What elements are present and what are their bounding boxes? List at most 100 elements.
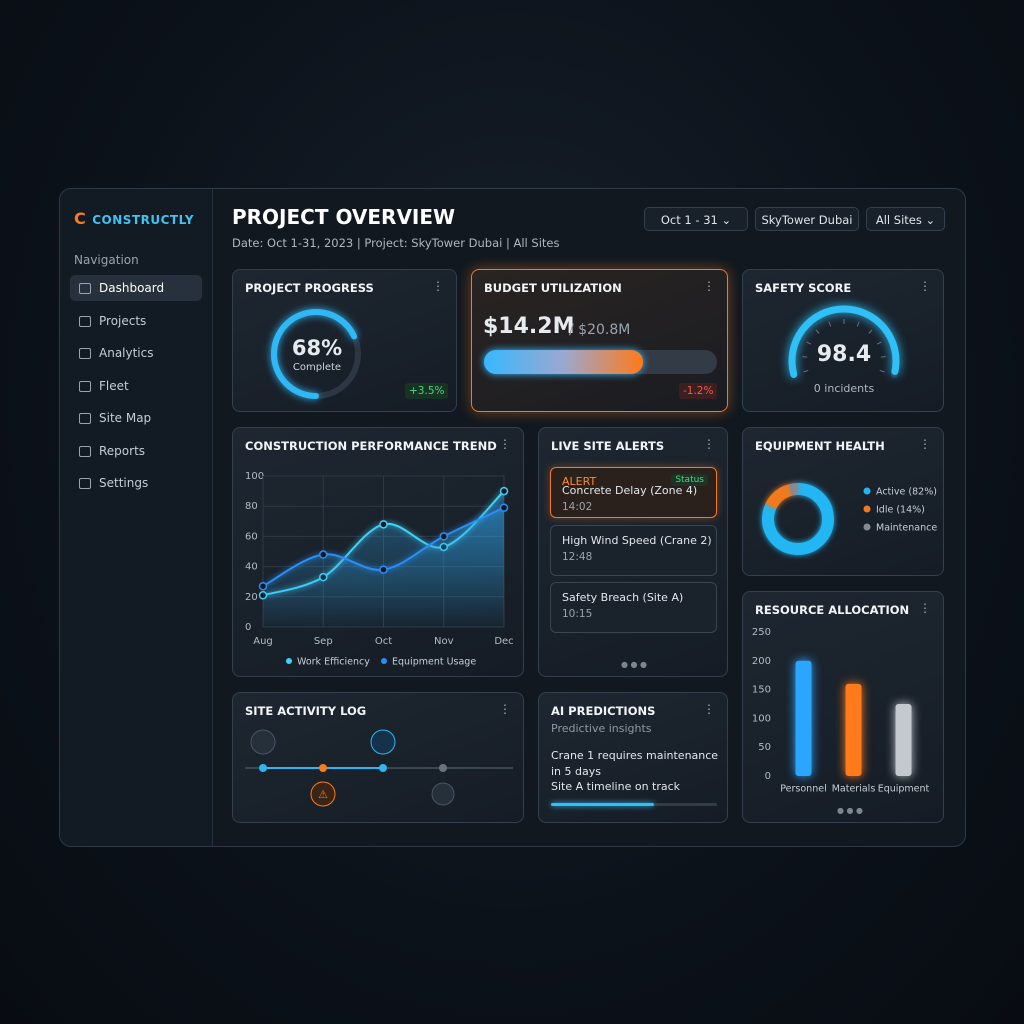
alert-item[interactable]: Safety Breach (Site A) 10:15 [550, 582, 717, 633]
point [499, 503, 509, 512]
y-tick-label: 100 [245, 471, 264, 482]
y-tick-label: 0 [765, 771, 771, 782]
nav-heading: Navigation [74, 253, 139, 267]
predictions-card: AI PREDICTIONS ⋮ Predictive insights Cran… [538, 692, 728, 823]
filter-label: All Sites [875, 213, 922, 227]
card-title: EQUIPMENT HEALTH [755, 439, 885, 453]
resource-card: 0 50 100 150 200 250 Personnel Materials Equipme… [742, 591, 944, 823]
trend-card: 0 20 40 60 80 100 Aug Sep Oct Nov Dec Work Efficien… [232, 427, 524, 677]
project-filter[interactable]: SkyTower Dubai [755, 207, 859, 231]
nav-label: Projects [99, 313, 147, 328]
safety-gauge [788, 305, 900, 378]
y-tick-label: 20 [245, 592, 258, 603]
nav-icon [79, 348, 91, 359]
prediction-bar [551, 803, 717, 806]
menu[interactable]: ⋮ [703, 279, 715, 293]
point [439, 532, 448, 541]
legend-label: Equipment Usage [392, 657, 476, 668]
bar [845, 683, 862, 776]
bar [895, 704, 912, 776]
nav-icon [79, 283, 91, 294]
ring-value [271, 309, 361, 399]
nav-label: Site Map [99, 411, 152, 425]
gauge-tick [876, 341, 882, 345]
menu[interactable]: ⋮ [499, 702, 511, 716]
card-title: SAFETY SCORE [755, 281, 852, 295]
nav-label: Settings [99, 476, 149, 490]
nav-item[interactable]: Fleet [70, 373, 202, 399]
y-tick-label: 100 [752, 713, 771, 724]
y-tick-label: 0 [245, 622, 251, 633]
svg-text:⚠: ⚠ [318, 788, 328, 801]
gauge-tick [815, 329, 820, 334]
bar-chart: 0 50 100 150 200 250 Personnel Materials Equipme… [752, 627, 930, 795]
alert-text: Concrete Delay (Zone 4) [562, 484, 698, 497]
menu[interactable]: ⋮ [919, 279, 931, 293]
alert-text: High Wind Speed (Crane 2) [562, 533, 712, 547]
alert-text: Safety Breach (Site A) [562, 591, 684, 604]
nav-item[interactable]: Site Map [70, 405, 202, 431]
nav-icon [79, 380, 91, 392]
point [379, 565, 388, 574]
alert-tag: ALERT [562, 475, 597, 488]
line-chart: 0 20 40 60 80 100 Aug Sep Oct Nov Dec Work Efficien… [245, 471, 514, 668]
nav-icon [79, 413, 91, 424]
menu[interactable]: ⋮ [919, 437, 931, 451]
alerts-card: LIVE SITE ALERTS ⋮ ALERT Status Concrete De… [538, 427, 728, 677]
nav-item[interactable]: Dashboard [70, 275, 202, 301]
pager[interactable]: ● ● ● [621, 660, 648, 669]
y-tick-label: 60 [245, 531, 258, 542]
pager[interactable]: ● ● ● [837, 806, 864, 815]
legend-swatch [381, 658, 387, 664]
x-tick-label: Dec [494, 636, 513, 647]
nav-icon [79, 478, 91, 489]
activity-timeline: ⚠ [245, 729, 513, 807]
card-title: CONSTRUCTION PERFORMANCE TREND [245, 439, 497, 453]
progress-ring [271, 309, 361, 399]
y-tick-label: 40 [245, 562, 258, 573]
nav-label: Analytics [99, 346, 154, 360]
menu[interactable]: ⋮ [703, 702, 715, 716]
safety-caption: 0 incidents [813, 382, 875, 395]
budget-total: / $20.8M [569, 322, 631, 338]
brand: C CONSTRUCTLY [74, 209, 195, 228]
alert-time: 10:15 [562, 608, 593, 620]
legend-swatch [286, 658, 292, 664]
progress-caption: Complete [292, 362, 342, 373]
alert-time: 14:02 [562, 501, 593, 513]
gauge-value [788, 305, 900, 378]
progress-card: PROJECT PROGRESS ⋮ 68% Complete +3.5% [232, 269, 457, 412]
filter-label: Oct 1 - 31 [660, 213, 718, 227]
alert-item[interactable]: ALERT Status Concrete Delay (Zone 4) 14:02 [550, 467, 717, 518]
nav-item[interactable]: Settings [70, 470, 202, 496]
nav-label: Fleet [99, 378, 129, 393]
nav-item[interactable]: Projects [70, 308, 202, 334]
nav-label: Dashboard [99, 281, 165, 295]
alert-item[interactable]: High Wind Speed (Crane 2) 12:48 [550, 524, 717, 576]
menu[interactable]: ⋮ [499, 437, 511, 451]
menu[interactable]: ⋮ [432, 279, 444, 293]
point [258, 581, 268, 591]
nav-item[interactable]: Analytics [70, 340, 202, 366]
x-tick-label: Equipment [878, 784, 930, 795]
site-filter[interactable]: All Sites ⌄ [866, 207, 945, 231]
page-subtitle: Date: Oct 1-31, 2023 | Project: SkyTower… [232, 236, 560, 250]
legend-label: Maintenance [876, 523, 937, 534]
date-filter[interactable]: Oct 1 - 31 ⌄ [644, 207, 748, 231]
card-title: AI PREDICTIONS [551, 704, 656, 718]
nav-icon [79, 445, 91, 457]
bar-value [551, 803, 654, 806]
menu[interactable]: ⋮ [919, 601, 931, 615]
menu[interactable]: ⋮ [703, 437, 715, 451]
y-tick-label: 200 [752, 656, 771, 667]
nav-icon [79, 315, 91, 327]
nav-item[interactable]: Reports [70, 438, 202, 464]
gauge-tick [880, 356, 886, 358]
budget-card: BUDGET UTILIZATION ⋮ $14.2M / $20.8M -1.2… [471, 269, 728, 412]
budget-bar [484, 350, 717, 374]
activity-card: ⚠ SITE ACTIVITY LOG ⋮ [232, 692, 524, 823]
delta: +3.5% [405, 383, 449, 399]
x-tick-label: Materials [832, 784, 876, 795]
nav-label: Reports [99, 443, 146, 458]
